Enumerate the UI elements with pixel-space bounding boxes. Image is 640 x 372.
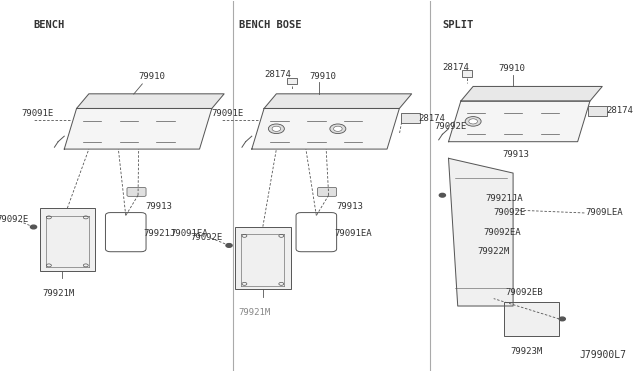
Text: BENCH: BENCH <box>33 20 65 30</box>
Polygon shape <box>252 109 399 149</box>
Text: 7909LEA: 7909LEA <box>586 208 623 218</box>
Polygon shape <box>77 94 224 109</box>
Text: 28174: 28174 <box>606 106 633 115</box>
Text: 79092E: 79092E <box>435 122 467 131</box>
Text: 79091E: 79091E <box>21 109 54 118</box>
Text: 79923M: 79923M <box>510 347 542 356</box>
Polygon shape <box>449 158 513 306</box>
Circle shape <box>330 124 346 134</box>
Text: SPLIT: SPLIT <box>442 20 474 30</box>
FancyBboxPatch shape <box>504 302 559 336</box>
Circle shape <box>469 119 477 124</box>
Circle shape <box>333 126 342 131</box>
Polygon shape <box>264 94 412 109</box>
Text: 79091E: 79091E <box>212 109 244 118</box>
Circle shape <box>268 124 284 134</box>
FancyBboxPatch shape <box>40 208 95 271</box>
Circle shape <box>272 126 281 131</box>
Text: 79091EA: 79091EA <box>171 229 208 238</box>
Text: J79900L7: J79900L7 <box>580 350 627 359</box>
Text: 79910: 79910 <box>138 72 165 81</box>
Text: 79921J: 79921J <box>143 229 175 238</box>
Text: 79921M: 79921M <box>238 308 270 317</box>
Circle shape <box>439 193 445 197</box>
Text: 79922M: 79922M <box>477 247 509 256</box>
Text: 79092E: 79092E <box>0 215 29 224</box>
Text: 79921M: 79921M <box>42 289 75 298</box>
Text: 28174: 28174 <box>264 70 291 79</box>
Text: 79913: 79913 <box>145 202 172 211</box>
FancyBboxPatch shape <box>588 106 607 116</box>
Text: 79092EA: 79092EA <box>484 228 521 237</box>
Text: 79092EB: 79092EB <box>505 288 543 297</box>
Text: 79913: 79913 <box>336 202 363 211</box>
Text: 28174: 28174 <box>419 114 445 123</box>
FancyBboxPatch shape <box>127 187 146 196</box>
Circle shape <box>31 225 36 229</box>
Polygon shape <box>64 109 212 149</box>
Text: BENCH BOSE: BENCH BOSE <box>239 20 302 30</box>
Text: 79913: 79913 <box>502 150 529 159</box>
FancyBboxPatch shape <box>401 113 420 124</box>
FancyBboxPatch shape <box>317 187 337 196</box>
Text: 79092E: 79092E <box>493 208 525 218</box>
Circle shape <box>559 317 565 321</box>
Text: 79921JA: 79921JA <box>485 194 523 203</box>
Text: 79910: 79910 <box>498 64 525 73</box>
FancyBboxPatch shape <box>235 227 291 289</box>
Polygon shape <box>449 101 590 142</box>
Circle shape <box>465 116 481 126</box>
Text: 79092E: 79092E <box>190 233 223 243</box>
Text: 79091EA: 79091EA <box>335 229 372 238</box>
Polygon shape <box>461 86 602 101</box>
Text: 79910: 79910 <box>309 72 336 81</box>
Circle shape <box>226 244 232 247</box>
Text: 28174: 28174 <box>442 62 469 72</box>
